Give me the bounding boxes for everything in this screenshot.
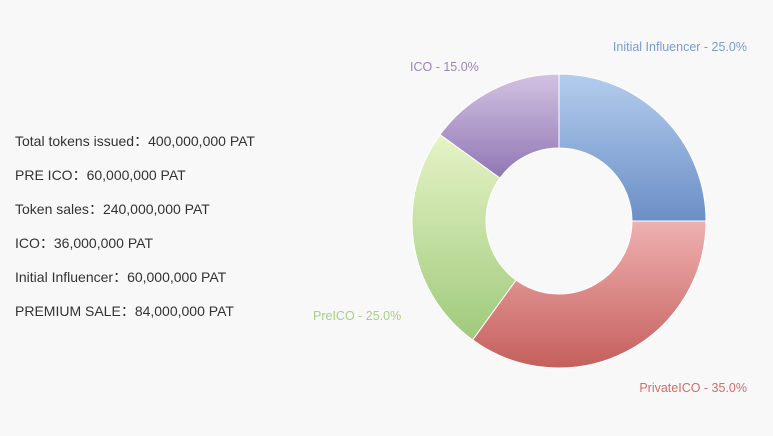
slice-label: PrivateICO - 35.0% <box>639 381 747 395</box>
label-separator: ： <box>39 235 54 251</box>
label-separator: ： <box>113 269 128 285</box>
slice-label: ICO - 15.0% <box>410 60 479 74</box>
token-info-label: Initial Influencer <box>15 269 114 285</box>
token-distribution-list: Total tokens issued：400,000,000 PAT PRE … <box>15 131 255 335</box>
slice-label: PreICO - 25.0% <box>313 309 401 323</box>
slice-label: Initial Influencer - 25.0% <box>613 40 747 54</box>
token-info-row: Total tokens issued：400,000,000 PAT <box>15 131 255 165</box>
token-info-value: 36,000,000 PAT <box>53 235 153 251</box>
token-info-label: PREMIUM SALE <box>15 303 121 319</box>
token-info-row: Token sales：240,000,000 PAT <box>15 199 255 233</box>
token-info-row: ICO：36,000,000 PAT <box>15 233 255 267</box>
token-info-label: Token sales <box>15 201 89 217</box>
token-info-label: Total tokens issued <box>15 133 135 149</box>
token-info-label: ICO <box>15 235 40 251</box>
label-separator: ： <box>120 303 135 319</box>
token-info-value: 400,000,000 PAT <box>148 133 255 149</box>
label-separator: ： <box>72 167 87 183</box>
label-separator: ： <box>134 133 149 149</box>
donut-slices <box>411 73 707 369</box>
token-info-row: PREMIUM SALE：84,000,000 PAT <box>15 301 255 335</box>
token-info-value: 240,000,000 PAT <box>102 201 210 217</box>
slice-labels: Initial Influencer - 25.0% PrivateICO - 3… <box>313 40 747 395</box>
token-info-value: 60,000,000 PAT <box>86 167 186 183</box>
label-separator: ： <box>88 201 103 217</box>
token-info-row: PRE ICO：60,000,000 PAT <box>15 165 255 199</box>
donut-slice <box>439 73 560 179</box>
donut-slice <box>558 73 707 222</box>
donut-slice <box>411 133 517 341</box>
token-info-label: PRE ICO <box>15 167 73 183</box>
donut-slice <box>471 220 707 369</box>
token-info-value: 84,000,000 PAT <box>134 303 234 319</box>
token-info-row: Initial Influencer：60,000,000 PAT <box>15 267 255 301</box>
token-info-value: 60,000,000 PAT <box>127 269 227 285</box>
